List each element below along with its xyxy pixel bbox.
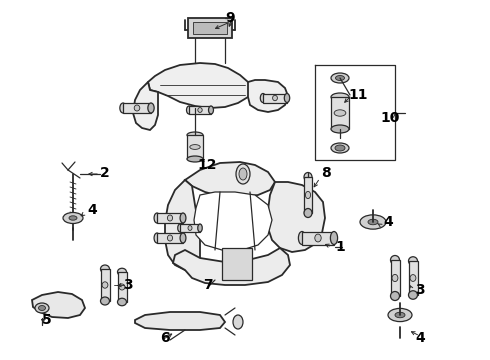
Ellipse shape — [388, 309, 412, 321]
Ellipse shape — [134, 105, 140, 111]
Bar — [409, 261, 417, 295]
Text: 3: 3 — [123, 278, 133, 292]
Text: 4: 4 — [415, 331, 425, 345]
Bar — [123, 103, 151, 113]
Ellipse shape — [187, 156, 203, 162]
Polygon shape — [32, 292, 85, 318]
Ellipse shape — [100, 297, 109, 305]
Text: 4: 4 — [87, 203, 97, 217]
Ellipse shape — [198, 224, 202, 232]
Ellipse shape — [315, 234, 321, 242]
Ellipse shape — [304, 208, 312, 217]
Text: 10: 10 — [380, 111, 400, 125]
Ellipse shape — [331, 143, 349, 153]
Bar — [188, 18, 232, 38]
Bar — [157, 213, 183, 223]
Text: 9: 9 — [225, 11, 235, 25]
Ellipse shape — [409, 257, 417, 265]
Ellipse shape — [69, 216, 77, 220]
Polygon shape — [268, 182, 325, 252]
Polygon shape — [248, 80, 288, 112]
Ellipse shape — [118, 298, 126, 306]
Ellipse shape — [188, 226, 192, 230]
Text: 12: 12 — [197, 158, 217, 172]
Ellipse shape — [148, 103, 154, 113]
Text: 2: 2 — [100, 166, 110, 180]
Ellipse shape — [272, 95, 277, 101]
Ellipse shape — [168, 215, 172, 221]
Ellipse shape — [236, 164, 250, 184]
Ellipse shape — [190, 145, 200, 149]
Ellipse shape — [120, 103, 126, 113]
Ellipse shape — [35, 303, 49, 313]
Polygon shape — [148, 63, 252, 108]
Ellipse shape — [360, 215, 386, 229]
Ellipse shape — [233, 315, 243, 329]
Ellipse shape — [298, 231, 306, 244]
Ellipse shape — [100, 265, 109, 273]
Bar — [193, 22, 227, 34]
Ellipse shape — [331, 125, 349, 133]
Bar — [189, 106, 211, 114]
Ellipse shape — [178, 224, 182, 232]
Polygon shape — [173, 248, 290, 285]
Bar — [100, 269, 109, 301]
Ellipse shape — [39, 306, 46, 310]
Bar — [222, 248, 252, 280]
Ellipse shape — [63, 212, 83, 224]
Ellipse shape — [187, 132, 203, 138]
Ellipse shape — [335, 145, 345, 151]
Ellipse shape — [102, 282, 108, 288]
Bar — [304, 177, 312, 213]
Text: 8: 8 — [321, 166, 331, 180]
Ellipse shape — [168, 235, 172, 241]
Ellipse shape — [305, 192, 311, 199]
Ellipse shape — [391, 292, 399, 301]
Bar — [187, 135, 203, 159]
Ellipse shape — [410, 275, 416, 282]
Ellipse shape — [119, 284, 125, 290]
Ellipse shape — [284, 94, 290, 103]
Ellipse shape — [409, 291, 417, 299]
Text: 11: 11 — [348, 88, 368, 102]
Ellipse shape — [154, 233, 160, 243]
Bar — [118, 272, 126, 302]
Bar — [263, 94, 287, 103]
Ellipse shape — [334, 110, 346, 116]
Ellipse shape — [331, 73, 349, 83]
Polygon shape — [133, 82, 158, 130]
Text: 1: 1 — [335, 240, 345, 254]
Polygon shape — [135, 312, 225, 330]
Ellipse shape — [336, 76, 344, 81]
Ellipse shape — [395, 312, 405, 318]
Ellipse shape — [198, 108, 202, 112]
Bar — [391, 260, 399, 296]
Ellipse shape — [239, 168, 247, 180]
Ellipse shape — [391, 256, 399, 265]
Text: 4: 4 — [383, 215, 393, 229]
Ellipse shape — [368, 219, 378, 225]
Polygon shape — [194, 192, 272, 250]
Ellipse shape — [154, 213, 160, 223]
Text: 3: 3 — [415, 283, 425, 297]
Bar — [180, 224, 200, 232]
Text: 6: 6 — [160, 331, 170, 345]
Polygon shape — [165, 180, 200, 270]
Ellipse shape — [180, 233, 186, 243]
Bar — [302, 231, 334, 244]
Bar — [157, 233, 183, 243]
Ellipse shape — [304, 172, 312, 181]
Text: 5: 5 — [42, 313, 52, 327]
Text: 7: 7 — [203, 278, 213, 292]
Bar — [331, 97, 349, 129]
Ellipse shape — [331, 93, 349, 101]
Ellipse shape — [260, 94, 266, 103]
Ellipse shape — [187, 106, 192, 114]
Ellipse shape — [330, 231, 338, 244]
Ellipse shape — [180, 213, 186, 223]
Polygon shape — [185, 162, 275, 197]
Ellipse shape — [392, 274, 398, 282]
Ellipse shape — [209, 106, 214, 114]
Ellipse shape — [118, 268, 126, 276]
